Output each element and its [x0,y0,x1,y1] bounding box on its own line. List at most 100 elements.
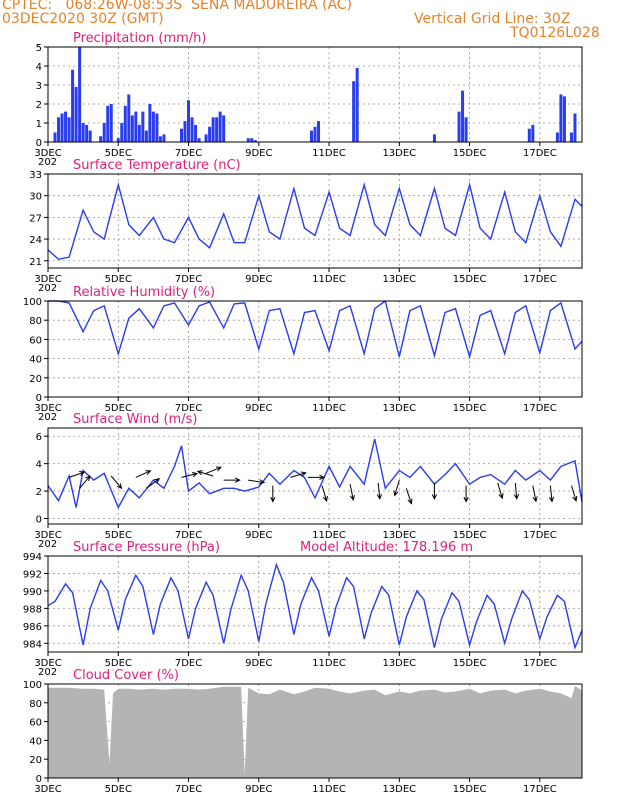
precipitation-bar [123,105,127,142]
humidity-title: Relative Humidity (%) [73,285,215,300]
precipitation-bar [573,113,577,142]
pressure-x-tick-label: 3DEC [34,658,61,669]
wind-arrow [513,482,520,500]
wind-x-tick-label: 17DEC [523,530,557,541]
cloud-y-tick-label: 20 [29,755,42,766]
cloud-x-tick-label: 5DEC [105,784,132,795]
humidity-x-tick-label: 5DEC [105,403,132,414]
precipitation-bar [141,111,145,142]
precipitation-x-tick-label: 11DEC [312,148,346,159]
wind-x-tick-label: 13DEC [382,530,416,541]
wind-line [47,438,583,510]
cloud-title: Cloud Cover (%) [73,668,179,683]
wind-x-tick-label: 9DEC [245,530,272,541]
precipitation-bar [116,138,120,142]
precipitation-bar [85,124,89,142]
wind-x-tick-label: 15DEC [453,530,487,541]
cloud-y-tick-label: 80 [29,699,42,710]
wind-arrow [196,470,214,477]
precipitation-bar [74,86,78,142]
cloud-y-tick-label: 0 [36,774,42,785]
pressure-title: Surface Pressure (hPa) [73,540,220,555]
precipitation-bar [127,94,131,142]
cloud-x-tick-label: 15DEC [453,784,487,795]
precipitation-bar [317,121,321,142]
temperature-x-tick-label: 7DEC [175,274,202,285]
precipitation-y-tick-label: 0 [36,138,42,149]
precipitation-bar [60,113,64,142]
humidity-year-label: 202 [38,412,57,423]
temperature-y-tick-label: 27 [29,213,42,224]
wind-y-tick-label: 2 [36,487,42,498]
wind-arrow [270,485,276,503]
pressure-frame [47,555,583,653]
precipitation-bar [109,104,113,142]
wind-arrow [223,477,241,483]
precipitation-bar [246,138,250,142]
precipitation-bar [99,136,103,142]
precipitation-bar [218,111,222,142]
precipitation-bar [155,113,159,142]
header-line1: CPTEC: 068:26W-08:53S SENA MADUREIRA (AC… [2,0,353,13]
cloud-x-tick-label: 11DEC [312,784,346,795]
temperature-x-tick-label: 13DEC [382,274,416,285]
temperature-frame [47,173,583,269]
humidity-line [48,299,583,360]
cloud-x-tick-label: 7DEC [175,784,202,795]
pressure-x-tick-label: 17DEC [523,658,557,669]
precipitation-bar [461,90,465,142]
precipitation-bar [457,111,461,142]
precipitation-bar [531,124,535,142]
humidity-y-tick-label: 20 [29,374,42,385]
precipitation-bar [71,69,75,142]
wind-x-tick-label: 11DEC [312,530,346,541]
temperature-y-tick-label: 24 [29,235,42,246]
precipitation-bar [194,124,198,142]
wind-arrow [79,475,91,489]
wind-arrow [497,482,504,500]
precipitation-bar [148,104,152,142]
precipitation-bar [53,132,57,142]
pressure-y-tick-label: 986 [23,622,42,633]
precipitation-bar [151,111,155,142]
temperature-y-tick-label: 21 [29,257,42,268]
precipitation-bar [215,117,219,142]
wind-arrow [308,474,326,480]
pressure-x-tick-label: 15DEC [453,658,487,669]
wind-arrow [532,485,538,503]
precipitation-y-tick-label: 2 [36,100,42,111]
precipitation-bar [78,47,82,142]
wind-year-label: 202 [38,539,57,550]
precipitation-title: Precipitation (mm/h) [73,31,206,46]
pressure-y-tick-label: 992 [23,569,42,580]
header-grid-info: Vertical Grid Line: 30Z [414,11,571,27]
wind-arrow [321,485,328,502]
pressure-x-tick-label: 11DEC [312,658,346,669]
wind-arrow [349,484,355,502]
wind-arrow [181,472,199,478]
precipitation-bar [180,128,183,142]
precipitation-bar [187,100,191,142]
wind-arrow [431,482,438,501]
cloud-frame [47,683,583,779]
wind-y-tick-label: 6 [36,432,42,443]
temperature-line [47,182,583,261]
cloud-y-tick-label: 40 [29,736,42,747]
precipitation-y-tick-label: 5 [36,43,42,54]
wind-title: Surface Wind (m/s) [73,412,197,427]
pressure-y-tick-label: 988 [23,604,42,615]
precipitation-x-tick-label: 7DEC [175,148,202,159]
cloud-y-tick-label: 100 [23,680,42,691]
wind-arrow [290,471,307,478]
precipitation-bar [355,67,359,142]
precipitation-x-tick-label: 3DEC [34,148,61,159]
temperature-x-tick-label: 15DEC [453,274,487,285]
temperature-x-tick-label: 5DEC [105,274,132,285]
temperature-x-tick-label: 9DEC [245,274,272,285]
precipitation-bar [130,115,134,142]
precipitation-bar [432,134,436,142]
precipitation-bar [253,140,257,142]
temperature-x-tick-label: 3DEC [34,274,61,285]
pressure-line [47,562,583,650]
